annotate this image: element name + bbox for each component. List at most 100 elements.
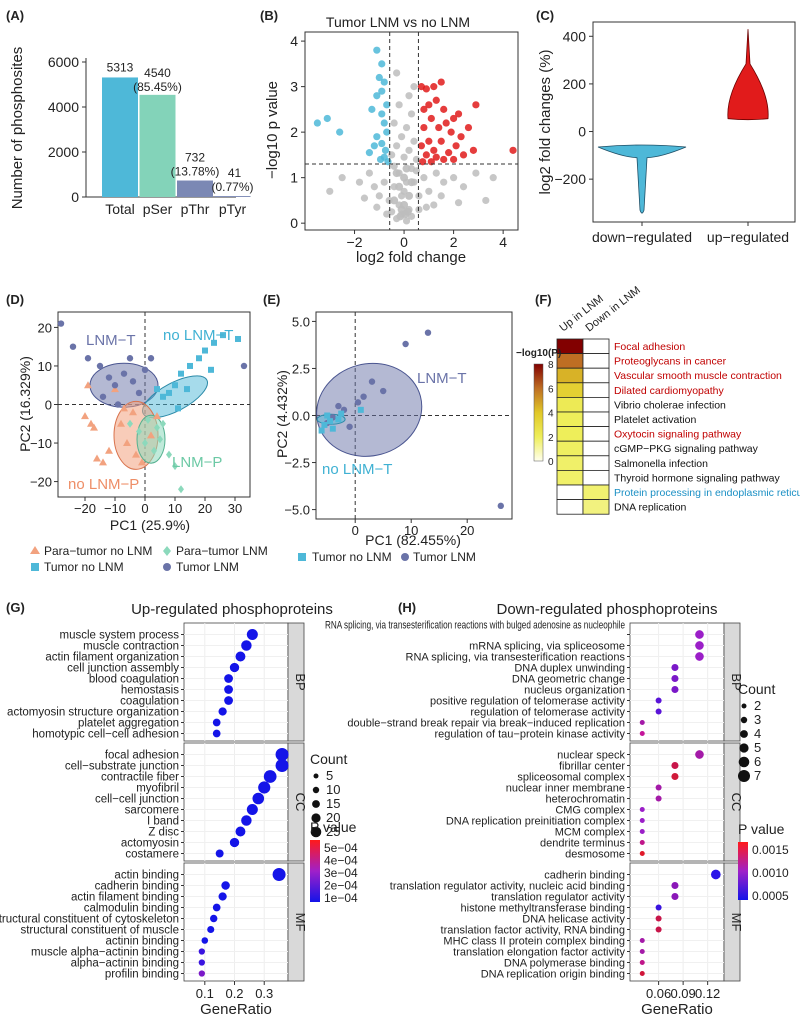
- d-point-tumor-no-lnm: [187, 362, 193, 369]
- b-point-up: [450, 155, 458, 164]
- f-row-label: Vibrio cholerae infection: [614, 399, 726, 411]
- b-plot-frame: [304, 31, 519, 231]
- h-dot: [639, 731, 645, 736]
- h-term-label: translation regulator activity, nucleic …: [390, 881, 625, 893]
- h-size-legend-dot: [738, 770, 750, 782]
- b-point-ns: [450, 174, 458, 182]
- h-size-legend-label: 4: [754, 726, 761, 741]
- g-dot: [210, 914, 218, 923]
- d-point-para-tumor-no-lnm: [123, 439, 131, 447]
- h-term-label: nucleus organization: [524, 685, 625, 697]
- g-color-legend-label: 4e−04: [324, 854, 358, 868]
- g-x-tick-label: 0.2: [225, 986, 243, 1001]
- c-violin-down: [597, 144, 687, 214]
- f-heat-cell-down: [582, 353, 610, 369]
- b-point-up: [457, 133, 465, 141]
- d-point-para-tumor-no-lnm: [111, 385, 119, 393]
- g-dot: [235, 826, 246, 837]
- b-point-ns: [407, 178, 416, 187]
- f-heat-cell-up: [556, 411, 584, 428]
- b-point-ns: [397, 133, 406, 141]
- h-size-legend-dot: [741, 703, 747, 709]
- b-point-ns: [326, 187, 334, 195]
- b-point-down: [378, 60, 386, 68]
- b-y-tick-label: 4: [290, 33, 298, 49]
- h-term-label: CMG complex: [555, 805, 625, 817]
- b-point-ns: [380, 178, 388, 186]
- h-term-label: fibrillar center: [559, 761, 625, 773]
- d-point-para-tumor-no-lnm: [81, 412, 89, 420]
- b-point-down: [370, 142, 378, 150]
- d-y-tick-label: 20: [38, 320, 52, 335]
- h-dot: [639, 971, 645, 976]
- f-row-label: Salmonella infection: [614, 458, 708, 470]
- f-row-label: Focal adhesion: [614, 341, 685, 353]
- a-y-axis-title: Number of phosphosites: [9, 47, 26, 210]
- d-point-tumor-lnm: [129, 378, 137, 385]
- g-color-legend-label: 2e−04: [324, 879, 358, 893]
- b-point-down: [378, 110, 386, 118]
- b-point-ns: [410, 137, 418, 145]
- h-term-label: double−strand break repair via break−ind…: [347, 718, 625, 730]
- g-term-label: I band: [147, 816, 179, 828]
- h-dot: [671, 881, 679, 890]
- d-point-tumor-lnm: [111, 382, 119, 389]
- f-legend-tick: 0: [548, 457, 554, 468]
- h-size-legend-dot: [740, 730, 748, 738]
- g-term-label: structural constituent of cytoskeleton: [0, 914, 179, 926]
- h-dot: [655, 904, 662, 911]
- g-dot: [246, 803, 258, 816]
- e-point-tumor-lnm: [424, 329, 432, 336]
- f-heat-cell-down: [582, 499, 610, 515]
- d-x-tick-label: 30: [228, 501, 242, 516]
- g-term-label: myofibril: [136, 783, 179, 795]
- b-x-axis-title: log2 fold change: [356, 249, 466, 266]
- h-term-label: cadherin binding: [544, 870, 625, 882]
- h-dot: [655, 708, 662, 715]
- h-strip-bp: [723, 622, 741, 742]
- d-legend-label: Tumor LNM: [176, 560, 239, 574]
- d-point-para-tumor-no-lnm: [129, 408, 137, 416]
- a-bar-ptyr: [214, 196, 251, 197]
- b-point-ns: [383, 210, 391, 218]
- g-strip-mf: [287, 862, 305, 982]
- e-point-tumor-lnm: [402, 340, 409, 348]
- d-point-tumor-lnm: [99, 393, 107, 400]
- panel-label-f: (F): [535, 292, 552, 307]
- b-point-ns: [395, 182, 404, 191]
- h-term-label: DNA replication origin binding: [481, 969, 625, 981]
- g-dot: [241, 640, 252, 651]
- g-size-legend-label: 15: [326, 796, 340, 811]
- g-dot: [215, 849, 224, 858]
- e-point-tumor-lnm: [497, 502, 504, 510]
- g-size-legend-label: 10: [326, 782, 340, 797]
- a-value-label: 732: [185, 151, 205, 165]
- a-x-tick-label: pThr: [181, 201, 210, 217]
- h-term-label: MHC class II protein complex binding: [443, 936, 625, 948]
- f-heat-cell-up: [556, 396, 584, 413]
- h-term-label: MCM complex: [555, 827, 626, 839]
- d-legend-marker: [31, 563, 39, 571]
- g-dot: [218, 892, 227, 901]
- d-point-tumor-lnm: [69, 343, 77, 350]
- h-dot: [695, 750, 704, 759]
- b-point-down: [323, 114, 331, 123]
- d-point-para-tumor-no-lnm: [105, 446, 113, 454]
- d-legend-label: Tumor no LNM: [44, 560, 124, 574]
- g-dot: [252, 792, 265, 805]
- h-term-label: RNA splicing, via transesterification re…: [406, 652, 626, 664]
- g-dot: [218, 707, 227, 716]
- b-point-ns: [440, 178, 448, 186]
- b-point-up: [437, 78, 445, 86]
- h-dot: [639, 829, 645, 834]
- b-point-up: [440, 105, 448, 113]
- d-point-para-tumor-no-lnm: [87, 419, 95, 427]
- h-dot: [639, 818, 645, 823]
- g-dot: [212, 718, 221, 727]
- d-y-tick-label: −20: [30, 475, 52, 490]
- e-point-tumor-no-lnm: [321, 421, 328, 428]
- b-point-up: [422, 151, 430, 159]
- f-row-label: Vascular smooth muscle contraction: [614, 370, 782, 382]
- panel-label-g: (G): [6, 600, 25, 615]
- h-dot: [671, 663, 679, 672]
